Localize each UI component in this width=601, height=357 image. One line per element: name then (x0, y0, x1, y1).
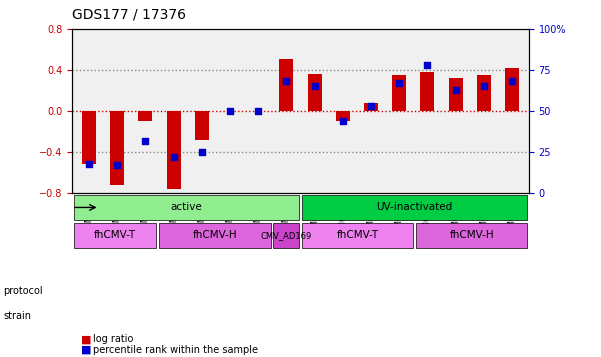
Point (169, 154, 178, 160)
Bar (82, 111, 96, 165)
FancyBboxPatch shape (416, 223, 528, 248)
Text: log ratio: log ratio (93, 334, 133, 344)
Text: GDS177 / 17376: GDS177 / 17376 (72, 7, 186, 21)
Text: protocol: protocol (3, 286, 43, 296)
Bar (110, 111, 124, 185)
Point (366, 103, 376, 109)
FancyBboxPatch shape (302, 223, 413, 248)
Bar (138, 111, 153, 121)
Bar (364, 103, 378, 111)
FancyBboxPatch shape (73, 223, 156, 248)
Bar (448, 78, 463, 111)
FancyBboxPatch shape (73, 195, 299, 220)
Point (507, 79, 517, 84)
Point (479, 83, 489, 89)
Point (84, 161, 94, 166)
Text: ■: ■ (81, 334, 91, 344)
Bar (336, 111, 350, 121)
Text: UV-inactivated: UV-inactivated (377, 202, 453, 212)
FancyBboxPatch shape (273, 223, 299, 248)
Point (197, 149, 207, 155)
Text: strain: strain (3, 311, 31, 321)
Point (394, 80, 404, 86)
Text: CMV_AD169: CMV_AD169 (261, 231, 312, 240)
FancyBboxPatch shape (159, 223, 270, 248)
Text: fhCMV-H: fhCMV-H (450, 230, 494, 240)
Point (254, 108, 263, 114)
Point (112, 162, 122, 168)
Text: fhCMV-H: fhCMV-H (192, 230, 237, 240)
Point (225, 108, 235, 114)
Text: fhCMV-T: fhCMV-T (337, 230, 379, 240)
Bar (166, 111, 181, 189)
Text: ■: ■ (81, 345, 91, 355)
Bar (195, 111, 209, 140)
Bar (279, 60, 293, 111)
Bar (477, 75, 491, 111)
Point (282, 79, 291, 84)
Text: fhCMV-T: fhCMV-T (94, 230, 136, 240)
Bar (392, 75, 406, 111)
Bar (505, 68, 519, 111)
Point (310, 83, 319, 89)
Text: percentile rank within the sample: percentile rank within the sample (93, 345, 258, 355)
FancyBboxPatch shape (302, 195, 528, 220)
Point (423, 62, 432, 68)
Point (338, 118, 347, 124)
Point (451, 87, 460, 92)
Bar (308, 74, 322, 111)
Point (141, 138, 150, 144)
Text: active: active (171, 202, 202, 212)
Bar (420, 72, 435, 111)
